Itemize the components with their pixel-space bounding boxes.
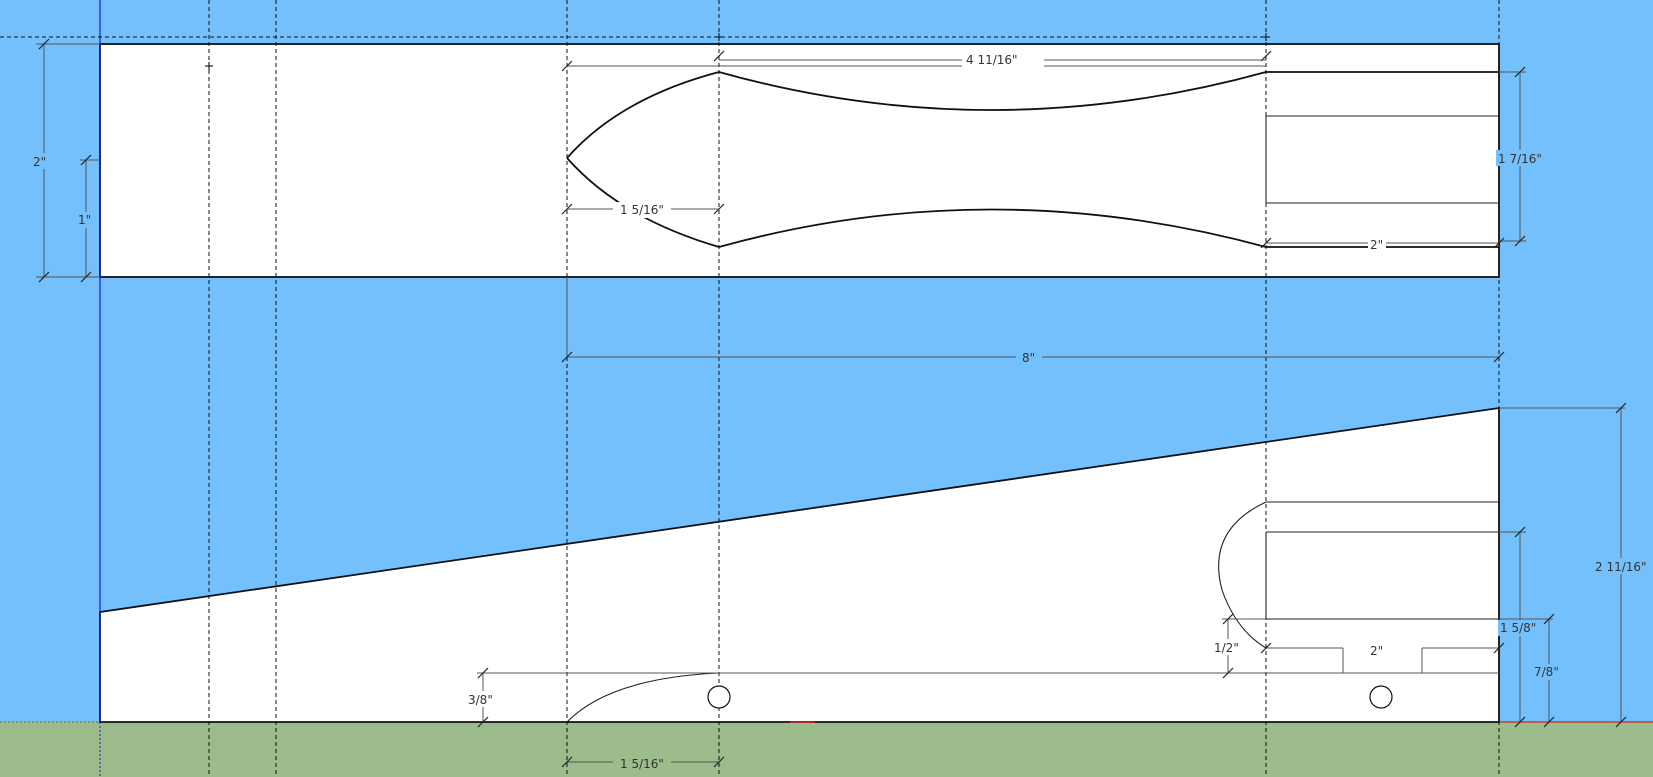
dim-top-nose-length-label: 1 5/16" [620,203,664,217]
dim-overall-length-label: 8" [1022,351,1035,365]
side-view-cockpit-arc[interactable] [1218,501,1267,649]
dim-top-total-length-label: 4 11/16" [966,53,1018,67]
guide-point-719 [715,33,723,41]
top-view-panel[interactable] [99,43,1500,278]
dim-side-nose-length-label: 1 5/16" [620,757,664,771]
dim-top-tail-length[interactable]: 2" [1260,237,1505,252]
dim-top-nose-length[interactable]: 1 5/16" [561,202,725,218]
dim-side-slot-bottom-label: 7/8" [1534,665,1559,679]
dim-top-half-height-label: 1" [78,213,91,227]
dim-side-tail-height[interactable]: 2 11/16" [1499,402,1652,728]
dim-overall-length[interactable]: 8" [561,277,1505,366]
dim-side-tail-length-label: 2" [1370,644,1383,658]
dim-top-height[interactable]: 2" [31,38,100,283]
dim-side-tail-height-label: 2 11/16" [1595,560,1647,574]
dim-side-arc-offset-label: 1/2" [1214,641,1239,655]
guide-point-209 [205,62,213,70]
dim-side-slot-bottom[interactable]: 7/8" [1499,613,1562,728]
dim-side-nose-length[interactable]: 1 5/16" [561,755,725,771]
dim-top-axle-width-label: 1 7/16" [1498,152,1542,166]
side-view-nose-curve[interactable] [566,672,720,723]
dim-side-slot-height[interactable]: 1 5/8" [1498,526,1536,728]
front-axle-hole[interactable] [707,685,731,709]
guide-point-1266 [1262,33,1270,41]
dim-top-tail-length-label: 2" [1370,238,1383,252]
dim-side-tail-length[interactable]: 2" [1260,642,1505,673]
dim-top-height-label: 2" [33,155,46,169]
dim-side-nose-height[interactable]: 3/8" [466,667,719,728]
ground-plane [0,722,1653,777]
dim-top-axle-width[interactable]: 1 7/16" [1496,66,1556,247]
dim-side-slot-height-label: 1 5/8" [1500,621,1536,635]
dim-side-nose-height-label: 3/8" [468,693,493,707]
rear-axle-hole[interactable] [1369,685,1393,709]
dim-top-total-length[interactable]: 4 11/16" [561,50,1272,72]
dim-top-half-height[interactable]: 1" [77,154,100,283]
dim-side-arc-offset[interactable]: 1/2" [1212,613,1266,679]
